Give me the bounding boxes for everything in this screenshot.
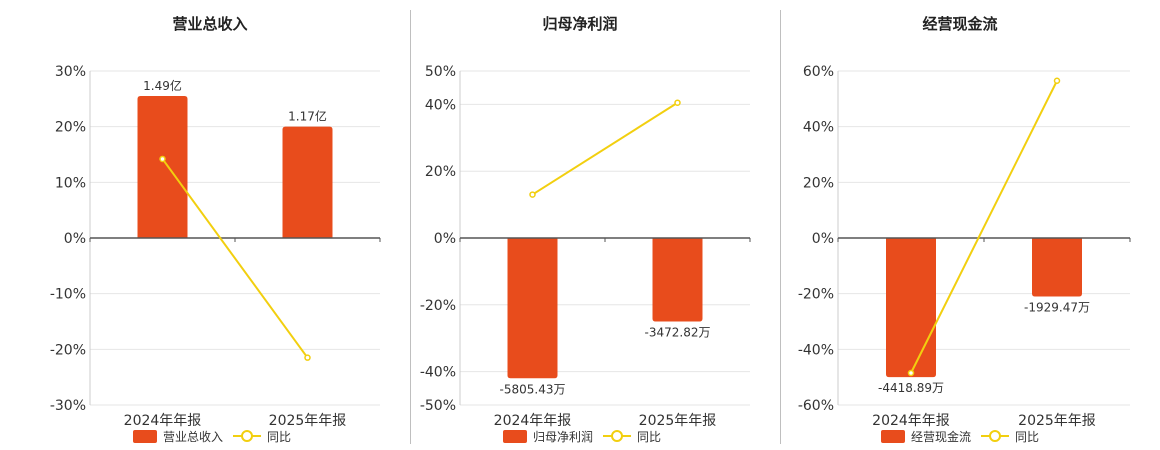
y-tick-label: 60% — [803, 64, 834, 80]
chart-title: 营业总收入 — [172, 15, 247, 33]
x-category-label: 2024年年报 — [494, 413, 572, 429]
y-tick-label: 50% — [425, 64, 456, 80]
y-tick-label: 20% — [425, 164, 456, 180]
y-tick-label: 40% — [425, 97, 456, 113]
yoy-line — [910, 80, 1058, 374]
y-tick-label: -40% — [798, 342, 834, 358]
legend-line-label: 同比 — [1015, 430, 1039, 444]
yoy-point — [1053, 77, 1061, 84]
legend-bar-swatch — [881, 430, 905, 443]
y-tick-label: 10% — [55, 175, 86, 191]
legend-line-label: 同比 — [637, 430, 661, 444]
y-tick-label: -30% — [50, 398, 86, 414]
y-tick-label: 0% — [812, 231, 834, 247]
y-tick-label: 0% — [64, 231, 86, 247]
bar-data-label: -5805.43万 — [500, 382, 566, 396]
y-tick-label: -50% — [420, 398, 456, 414]
y-tick-label: 20% — [803, 175, 834, 191]
yoy-point — [159, 155, 166, 163]
y-tick-label: 0% — [434, 231, 456, 247]
bar-data-label: -4418.89万 — [878, 381, 944, 395]
bar-data-label: 1.17亿 — [288, 109, 327, 124]
bar — [137, 96, 188, 238]
bar-data-label: -1929.47万 — [1024, 300, 1090, 314]
bar-data-label: -3472.82万 — [645, 326, 711, 340]
y-tick-label: -20% — [50, 342, 86, 358]
y-tick-label: -40% — [420, 365, 456, 381]
y-tick-label: -60% — [798, 398, 834, 414]
bar — [652, 238, 703, 322]
yoy-point — [907, 369, 915, 377]
yoy-line — [531, 101, 679, 196]
yoy-line — [161, 158, 309, 359]
x-category-label: 2025年年报 — [269, 413, 347, 429]
y-tick-label: -20% — [798, 287, 834, 303]
yoy-point — [674, 99, 681, 106]
yoy-point — [304, 354, 311, 361]
bar — [282, 126, 333, 238]
chart-title: 归母净利润 — [542, 15, 617, 33]
x-category-label: 2024年年报 — [872, 413, 950, 429]
legend-bar-label: 营业总收入 — [163, 430, 223, 444]
x-category-label: 2025年年报 — [1018, 413, 1096, 429]
legend-line-label: 同比 — [267, 430, 291, 444]
legend-line-marker — [989, 430, 1001, 442]
bar — [507, 238, 558, 379]
y-tick-label: 40% — [803, 120, 834, 136]
legend-bar-label: 经营现金流 — [911, 429, 971, 444]
yoy-point — [529, 191, 536, 198]
legend-bar-label: 归母净利润 — [533, 430, 593, 444]
bar-data-label: 1.49亿 — [143, 78, 182, 93]
y-tick-label: 30% — [55, 64, 86, 80]
y-tick-label: 20% — [55, 120, 86, 136]
chart-title: 经营现金流 — [922, 15, 997, 33]
y-tick-label: -20% — [420, 298, 456, 314]
y-tick-label: -10% — [50, 287, 86, 303]
panel-divider — [410, 10, 411, 444]
legend-line-marker — [611, 430, 623, 442]
legend-bar-swatch — [503, 430, 527, 443]
legend-bar-swatch — [133, 430, 157, 443]
legend-line-marker — [241, 430, 253, 442]
x-category-label: 2024年年报 — [124, 413, 202, 429]
x-category-label: 2025年年报 — [639, 413, 717, 429]
bar — [886, 238, 936, 378]
bar — [1032, 238, 1082, 297]
panel-divider — [780, 10, 781, 444]
